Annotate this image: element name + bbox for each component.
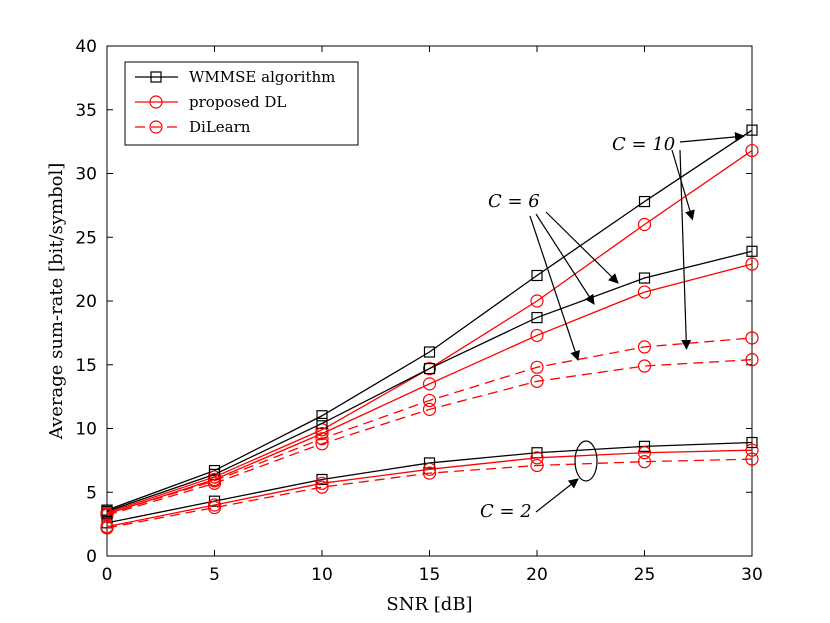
data-point <box>315 427 329 441</box>
data-point <box>746 124 758 136</box>
y-tick-label: 0 <box>86 547 97 567</box>
legend-marker <box>150 71 162 83</box>
series-line <box>106 250 753 512</box>
series-6 <box>100 353 759 522</box>
data-point <box>637 217 652 232</box>
legend-marker <box>149 95 163 109</box>
arrow-c6-dilearn <box>529 215 580 361</box>
y-tick-label: 25 <box>75 228 97 248</box>
data-point <box>422 361 437 376</box>
data-point <box>746 436 758 449</box>
c2-ellipse <box>574 440 598 482</box>
legend-label: proposed DL <box>189 93 286 111</box>
annotation-c10: C = 10 <box>612 134 675 155</box>
arrow-c10-dilearn <box>679 149 692 350</box>
y-axis-label: Average sum-rate [bit/symbol] <box>46 163 67 440</box>
series-3 <box>100 331 759 521</box>
data-point <box>423 346 436 358</box>
data-point <box>422 466 437 480</box>
data-point <box>315 476 329 490</box>
legend-item: WMMSE algorithm <box>135 68 335 86</box>
data-point <box>422 393 437 408</box>
data-point <box>315 437 329 451</box>
series-5 <box>100 257 759 521</box>
data-point <box>207 500 222 515</box>
data-point <box>745 353 759 367</box>
data-point <box>423 362 436 375</box>
legend-item: DiLearn <box>135 118 251 136</box>
data-point <box>207 476 222 490</box>
data-point <box>637 455 652 469</box>
data-point <box>422 462 437 476</box>
y-tick-label: 30 <box>75 165 97 185</box>
data-point <box>745 331 759 345</box>
data-point <box>530 328 544 343</box>
x-tick-label: 5 <box>209 565 220 585</box>
data-point <box>422 402 437 416</box>
series-line <box>106 458 753 529</box>
legend-item: proposed DL <box>135 93 286 111</box>
y-tick-label: 15 <box>75 356 97 376</box>
y-tick-label: 10 <box>75 420 97 440</box>
arrow-c6-wmmse <box>545 211 619 284</box>
arrow-c10-dl <box>671 149 695 221</box>
data-point <box>638 272 651 284</box>
x-tick-label: 10 <box>311 565 333 585</box>
data-point <box>530 294 544 308</box>
y-tick-label: 35 <box>75 101 97 121</box>
data-point <box>745 443 759 457</box>
legend-label: DiLearn <box>189 118 251 136</box>
data-point <box>316 417 328 429</box>
data-point <box>422 377 437 391</box>
y-tick-label: 20 <box>75 292 97 312</box>
series-line <box>106 449 753 528</box>
data-point <box>638 195 651 208</box>
data-point <box>315 480 329 494</box>
legend-box <box>124 61 359 146</box>
data-point <box>637 340 652 354</box>
series-line <box>106 263 753 515</box>
data-point <box>423 457 436 469</box>
data-point <box>530 374 544 388</box>
data-point <box>207 472 222 487</box>
data-point <box>637 446 652 460</box>
arrow-c2 <box>535 478 579 513</box>
data-point <box>745 257 759 271</box>
data-point <box>531 269 543 282</box>
legend-label: WMMSE algorithm <box>189 68 335 86</box>
series-line <box>106 359 753 516</box>
data-point <box>746 245 758 257</box>
series-9 <box>100 452 759 535</box>
data-point <box>316 410 328 422</box>
data-point <box>745 452 759 466</box>
data-point <box>530 451 544 465</box>
data-point <box>530 360 544 374</box>
annotation-c6: C = 6 <box>488 191 540 212</box>
legend-marker <box>149 120 163 134</box>
y-tick-label: 5 <box>86 483 97 503</box>
x-axis-label: SNR [dB] <box>386 594 472 615</box>
x-tick-label: 15 <box>419 565 441 585</box>
data-point <box>638 440 651 452</box>
series-line <box>106 337 753 515</box>
data-point <box>315 432 329 446</box>
y-tick-label: 40 <box>75 37 97 57</box>
series-7 <box>101 436 758 529</box>
arrow-c10-wmmse <box>679 131 745 143</box>
annotation-c2: C = 2 <box>480 501 532 522</box>
x-tick-label: 30 <box>741 565 763 585</box>
data-point <box>100 521 114 535</box>
data-point <box>637 359 652 373</box>
x-tick-label: 0 <box>102 565 113 585</box>
data-point <box>530 458 544 473</box>
x-tick-label: 20 <box>526 565 548 585</box>
x-tick-label: 25 <box>634 565 656 585</box>
series-1 <box>101 124 758 516</box>
series-8 <box>100 443 759 534</box>
data-point <box>745 143 759 158</box>
data-point <box>637 285 652 299</box>
arrow-c6-dl <box>535 213 595 305</box>
data-point <box>531 311 543 324</box>
